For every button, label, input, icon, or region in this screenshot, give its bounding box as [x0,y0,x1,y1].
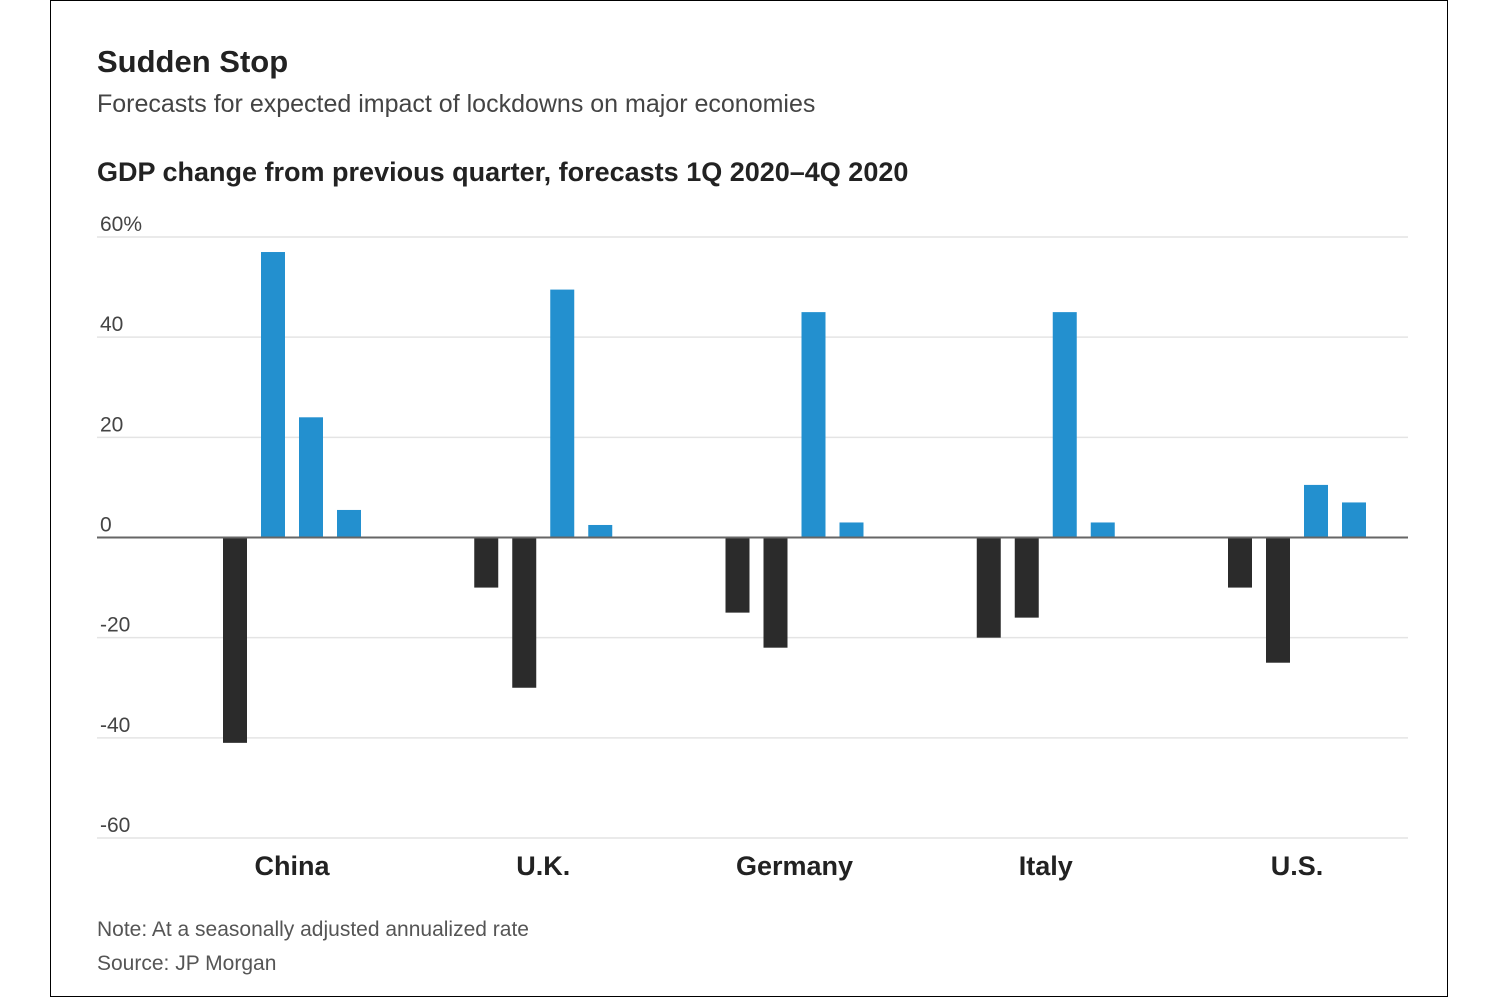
y-tick-label: 40 [100,313,123,336]
y-tick-label: -20 [100,614,130,637]
y-tick-label: 20 [100,413,123,436]
bar [839,522,864,538]
y-tick-label: 0 [100,514,112,537]
bar [299,417,323,538]
chart-heading: GDP change from previous quarter, foreca… [97,157,909,187]
bar [1090,522,1115,538]
bar [801,312,826,538]
x-category-label: U.S. [1271,851,1324,881]
chart-source: Source: JP Morgan [97,952,277,975]
bar [474,537,499,588]
bar [512,537,537,688]
bar [1228,537,1252,588]
bar [588,524,613,538]
bar [337,509,361,538]
bar [763,537,788,648]
chart-title: Sudden Stop [97,44,289,79]
y-tick-label: -40 [100,714,130,737]
bar [976,537,1001,638]
bar [550,289,575,538]
bar [1014,537,1039,618]
bar [261,252,285,538]
y-tick-label: 60% [100,213,142,236]
chart-note: Note: At a seasonally adjusted annualize… [97,918,529,941]
bar [1304,484,1328,538]
bar [725,537,750,613]
chart-subtitle: Forecasts for expected impact of lockdow… [97,90,816,118]
x-category-label: Italy [1019,851,1073,881]
bar [1266,537,1290,663]
x-category-label: China [254,851,330,881]
bar [1342,502,1366,538]
x-category-label: U.K. [516,851,570,881]
y-tick-label: -60 [100,814,130,837]
bar [1052,312,1077,538]
bar [223,537,247,743]
x-category-label: Germany [736,851,853,881]
